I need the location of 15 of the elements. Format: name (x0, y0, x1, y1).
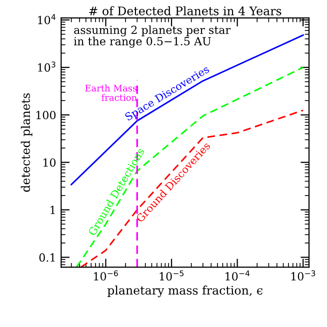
chart-title: # of Detected Planets in 4 Years (89, 6, 282, 16)
annotation: assuming 2 planets per star in the range 0.5−1.5 AU (74, 25, 231, 48)
ref-line-label: Earth Mass fraction (85, 84, 137, 101)
y-tick-label: 1 (50, 206, 55, 214)
x-tick-label: 10$^{−6}$ (94, 270, 118, 281)
y-tick-label: 10$^{4}$ (38, 14, 56, 24)
y-axis-title: detected planets (20, 93, 32, 192)
x-tick-label: 10$^{−5}$ (160, 270, 184, 281)
y-tick-label: 0.1 (39, 253, 55, 262)
y-tick-label: 100 (36, 110, 56, 120)
y-tick-label: 10 (44, 158, 56, 167)
x-tick-label: 10$^{−4}$ (226, 270, 250, 281)
x-tick-label: 10$^{−3}$ (291, 270, 316, 281)
x-axis-title: planetary mass fraction, ϵ (107, 286, 262, 298)
y-tick-label: 10$^{3}$ (38, 62, 56, 72)
